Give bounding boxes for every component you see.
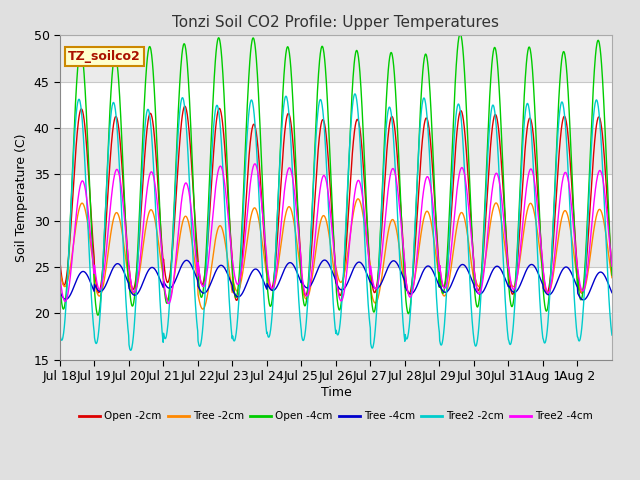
Tree -2cm	[56, 269, 64, 275]
Open -2cm	[322, 132, 330, 137]
Tree -4cm	[321, 257, 328, 263]
Tree -2cm	[143, 222, 150, 228]
Open -2cm	[312, 182, 319, 188]
Tree -2cm	[199, 306, 207, 312]
Tree -2cm	[548, 282, 556, 288]
Open -2cm	[233, 298, 241, 303]
Tree -4cm	[579, 297, 587, 303]
Tree2 -4cm	[608, 263, 616, 269]
Tree2 -2cm	[322, 148, 330, 154]
Bar	[60, 36, 612, 82]
Open -4cm	[94, 312, 102, 318]
X-axis label: Time: Time	[321, 386, 351, 399]
Tree -2cm	[322, 216, 330, 222]
Tree2 -4cm	[312, 228, 319, 234]
Legend: Open -2cm, Tree -2cm, Open -4cm, Tree -4cm, Tree2 -2cm, Tree2 -4cm: Open -2cm, Tree -2cm, Open -4cm, Tree -4…	[75, 407, 597, 426]
Tree2 -2cm	[56, 332, 64, 337]
Tree2 -4cm	[322, 177, 330, 183]
Tree2 -4cm	[56, 274, 64, 279]
Open -2cm	[56, 258, 64, 264]
Open -4cm	[56, 281, 64, 287]
Tree2 -4cm	[251, 161, 259, 167]
Tree2 -2cm	[312, 146, 319, 152]
Open -4cm	[548, 255, 556, 261]
Open -2cm	[467, 214, 474, 220]
Tree2 -4cm	[467, 227, 474, 232]
Tree -2cm	[312, 252, 319, 257]
Open -4cm	[467, 204, 474, 209]
Open -2cm	[143, 134, 150, 140]
Tree -4cm	[467, 273, 474, 279]
Tree2 -2cm	[608, 332, 616, 338]
Open -2cm	[602, 171, 609, 177]
Tree -4cm	[322, 257, 330, 263]
Tree2 -4cm	[164, 300, 172, 306]
Line: Tree2 -4cm: Tree2 -4cm	[60, 164, 612, 303]
Tree2 -4cm	[548, 279, 556, 285]
Line: Tree -4cm: Tree -4cm	[60, 260, 612, 300]
Tree -4cm	[143, 272, 150, 277]
Open -2cm	[181, 104, 189, 109]
Open -2cm	[608, 266, 616, 272]
Tree2 -2cm	[127, 348, 134, 353]
Tree2 -2cm	[602, 227, 609, 233]
Tree2 -2cm	[143, 110, 150, 116]
Tree -4cm	[547, 291, 555, 297]
Tree2 -4cm	[602, 196, 609, 202]
Tree -4cm	[311, 274, 319, 279]
Tree -2cm	[355, 196, 362, 202]
Y-axis label: Soil Temperature (C): Soil Temperature (C)	[15, 133, 28, 262]
Open -4cm	[602, 137, 609, 143]
Tree -2cm	[467, 255, 474, 261]
Tree2 -2cm	[548, 258, 556, 264]
Open -2cm	[548, 262, 556, 268]
Open -4cm	[143, 63, 150, 69]
Line: Tree -2cm: Tree -2cm	[60, 199, 612, 309]
Title: Tonzi Soil CO2 Profile: Upper Temperatures: Tonzi Soil CO2 Profile: Upper Temperatur…	[172, 15, 499, 30]
Open -4cm	[312, 132, 319, 138]
Tree -2cm	[608, 275, 616, 281]
Line: Tree2 -2cm: Tree2 -2cm	[60, 94, 612, 350]
Line: Open -2cm: Open -2cm	[60, 107, 612, 300]
Tree2 -2cm	[351, 91, 358, 97]
Bar	[60, 221, 612, 267]
Tree -4cm	[602, 275, 609, 280]
Open -4cm	[456, 31, 464, 36]
Bar	[60, 313, 612, 360]
Bar	[60, 128, 612, 174]
Line: Open -4cm: Open -4cm	[60, 34, 612, 315]
Tree -4cm	[56, 289, 64, 295]
Open -4cm	[322, 70, 330, 75]
Tree -2cm	[602, 228, 609, 234]
Open -4cm	[608, 272, 616, 278]
Tree2 -2cm	[467, 295, 474, 300]
Tree2 -4cm	[143, 193, 150, 199]
Text: TZ_soilco2: TZ_soilco2	[68, 50, 141, 63]
Tree -4cm	[608, 290, 616, 296]
